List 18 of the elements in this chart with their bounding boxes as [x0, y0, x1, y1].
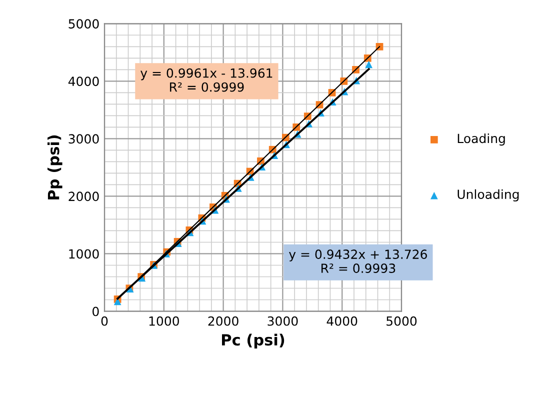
- annotation: y = 0.9961x - 13.961 R² = 0.9999: [140, 68, 272, 92]
- y-tick-label: 2000: [68, 192, 99, 202]
- y-tick-label: 0: [92, 306, 99, 316]
- y-tick-label: 4000: [68, 76, 99, 86]
- y-tick-label: 1000: [69, 249, 99, 259]
- legend-label: Loading: [458, 133, 505, 146]
- x-tick-label: 3000: [268, 316, 298, 326]
- x-axis-title: Pc (psi): [222, 334, 284, 349]
- legend-label: Unloading: [458, 189, 519, 202]
- y-tick-label: 5000: [68, 19, 99, 29]
- x-tick-label: 5000: [386, 316, 417, 326]
- x-tick-label: 0: [101, 316, 108, 326]
- y-axis-title: Pp (psi): [47, 135, 62, 200]
- y-tick-label: 3000: [68, 134, 99, 144]
- x-tick-label: 4000: [326, 316, 358, 326]
- annotation: y = 0.9432x + 13.726 R² = 0.9993: [289, 250, 427, 273]
- x-tick-label: 1000: [149, 316, 179, 326]
- x-tick-label: 2000: [208, 316, 238, 326]
